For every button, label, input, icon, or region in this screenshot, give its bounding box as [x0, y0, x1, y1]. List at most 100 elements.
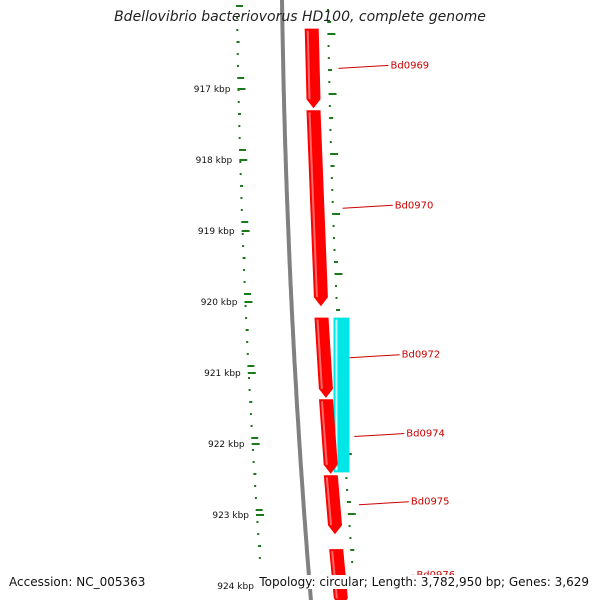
ruler-tick	[244, 301, 253, 303]
gc-tick	[238, 125, 241, 127]
gc-tick	[258, 557, 261, 559]
gene-label: Bd0974	[406, 429, 445, 440]
gc-skew-tick	[328, 105, 331, 107]
gene-label: Bd0970	[395, 200, 434, 211]
gene-label-leader	[349, 354, 400, 359]
gene-label: Bd0972	[402, 350, 441, 361]
gc-tick	[240, 185, 244, 187]
gc-skew-tick	[327, 57, 330, 59]
gc-tick	[248, 389, 251, 391]
gc-skew-tick	[347, 513, 356, 515]
gc-tick	[257, 533, 260, 535]
ruler-track: 917 kbp 918 kbp 919 kbp 920 kbp 921 kbp 922 k…	[194, 85, 269, 592]
ruler-label: 922 kbp	[208, 440, 245, 450]
gc-tick	[242, 257, 246, 259]
gc-skew-tick	[328, 81, 331, 83]
gc-tick	[254, 485, 257, 487]
ruler-label: 920 kbp	[201, 298, 238, 308]
gc-tick	[236, 41, 240, 43]
gc-skew-tick	[329, 117, 334, 119]
ruler-tick	[256, 514, 265, 516]
gc-skew-tick	[328, 69, 333, 71]
gc-tick	[252, 461, 255, 463]
ruler-tick	[251, 443, 260, 445]
gc-tick	[243, 269, 246, 271]
ruler-label: 918 kbp	[196, 156, 233, 166]
gc-tick	[242, 245, 245, 247]
feature-track	[333, 317, 350, 473]
gene-arrow-highlight	[316, 319, 323, 389]
genome-backbone	[279, 0, 313, 600]
gc-tick	[243, 281, 246, 283]
gc-skew-tick	[332, 237, 335, 239]
genome-title: Bdellovibrio bacteriovorus HD100, comple…	[114, 9, 486, 25]
gc-tick	[246, 353, 249, 355]
gc-skew-tick	[327, 21, 332, 23]
gene-label: Bd0975	[411, 497, 450, 508]
ruler-label: 917 kbp	[194, 85, 231, 95]
gc-tick	[250, 425, 253, 427]
accession-text: Accession: NC_005363	[9, 575, 146, 589]
gene-label-leader	[338, 64, 389, 69]
gene-label-track: Bd0969Bd0970Bd0972Bd0974Bd0975Bd0976	[338, 60, 455, 581]
gc-skew-tick	[348, 525, 351, 527]
gc-tick	[241, 233, 244, 235]
gc-skew-tick	[333, 261, 338, 263]
gc-skew-tick	[349, 537, 352, 539]
gc-skew-tick	[333, 249, 336, 251]
gc-skew-tick	[346, 489, 349, 491]
ruler-label: 924 kbp	[217, 582, 254, 592]
gc-tick	[236, 53, 239, 55]
gc-skew-tick	[330, 153, 339, 155]
gc-skew-tick	[346, 501, 351, 503]
gc-tick	[239, 161, 242, 163]
gc-tick	[246, 341, 249, 343]
gc-skew-tick	[332, 213, 341, 215]
gene-arrow-highlight	[306, 30, 311, 100]
ruler-label: 919 kbp	[198, 227, 235, 237]
gene-label: Bd0969	[391, 60, 430, 71]
gc-tick	[244, 305, 247, 307]
gc-skew-tick	[330, 165, 335, 167]
gc-tick	[236, 65, 239, 67]
gc-tick	[247, 377, 250, 379]
gc-tick	[258, 545, 262, 547]
gene-arrow-highlight	[308, 112, 318, 298]
gc-tick	[253, 473, 257, 475]
gc-tick	[254, 497, 257, 499]
gc-skew-tick	[328, 93, 337, 95]
gc-skew-tick	[330, 177, 333, 179]
gc-tick	[244, 293, 252, 295]
gene-track	[304, 28, 348, 600]
gc-tick	[238, 113, 242, 115]
gc-tick	[251, 449, 254, 451]
gc-skew-tick	[332, 225, 335, 227]
gc-tick	[241, 221, 249, 223]
ruler-tick	[239, 159, 248, 161]
gc-tick	[256, 521, 259, 523]
gc-tick	[255, 509, 263, 511]
gc-tick	[245, 317, 248, 319]
gc-tick	[249, 413, 252, 415]
gc-tick	[238, 137, 241, 139]
gc-tick	[245, 329, 249, 331]
gc-tick	[251, 437, 259, 439]
gc-skew-tick	[336, 309, 341, 311]
ruler-tick	[247, 372, 256, 374]
gc-tick	[249, 401, 253, 403]
gc-tick	[240, 209, 243, 211]
gene-arrow-highlight	[331, 550, 338, 599]
gene-arrow-highlight	[325, 477, 333, 526]
gc-tick	[237, 101, 240, 103]
gc-tick	[236, 29, 239, 31]
gc-tick	[239, 173, 242, 175]
gc-tick	[236, 5, 243, 7]
ruler-label: 923 kbp	[212, 511, 249, 521]
gc-skew-tick	[327, 45, 330, 47]
gc-tick	[237, 77, 245, 79]
gc-skew-tick	[329, 141, 332, 143]
gc-skew-tick	[331, 201, 334, 203]
ruler-label: 921 kbp	[204, 369, 241, 379]
ruler-tick	[237, 88, 246, 90]
